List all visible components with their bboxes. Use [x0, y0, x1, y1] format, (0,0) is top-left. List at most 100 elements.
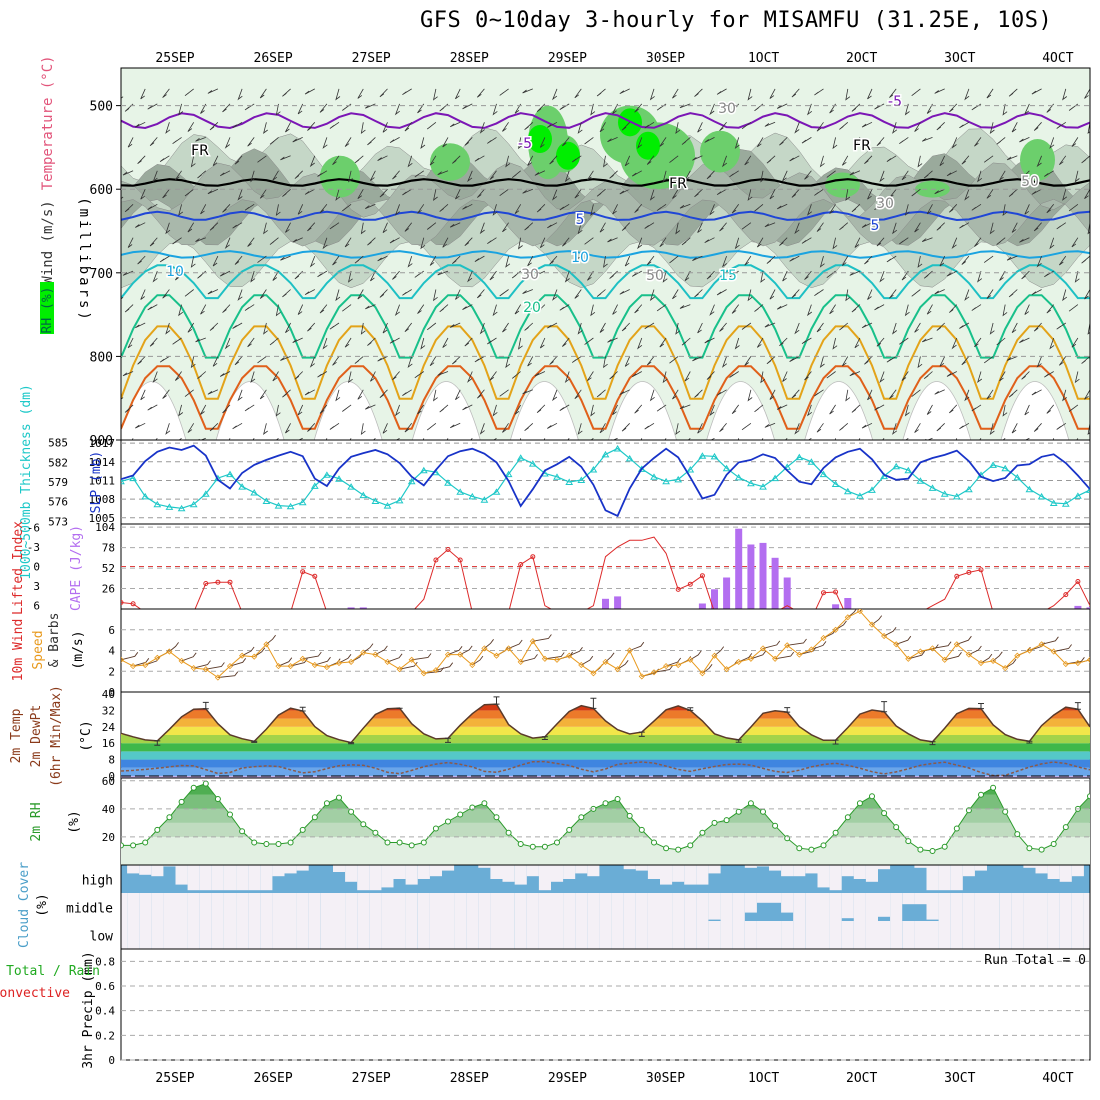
slp-line	[121, 444, 1090, 518]
cloud-clear-cell	[1059, 893, 1072, 921]
upper-wind-barb	[282, 389, 291, 398]
upper-wind-barb	[263, 122, 268, 134]
cloud-clear-cell	[345, 865, 358, 882]
upper-wind-barb	[961, 356, 970, 366]
cloud-clear-cell	[139, 921, 152, 949]
upper-wind-barb	[971, 304, 982, 311]
wind-barb	[266, 634, 276, 645]
upper-wind-barb	[527, 356, 534, 367]
wind-barb	[411, 653, 432, 661]
upper-wind-barb	[864, 255, 873, 265]
cloud-clear-cell	[902, 893, 915, 905]
upper-wind-barb	[590, 404, 596, 417]
upper-wind-barb	[121, 222, 122, 224]
cloud-clear-cell	[1083, 921, 1090, 949]
upper-wind-barb	[637, 337, 643, 350]
upper-wind-barb	[829, 304, 836, 315]
wind-barb	[1089, 659, 1090, 660]
upper-wind-barb	[619, 88, 630, 95]
slp-tick-label: 1008	[89, 493, 116, 506]
wind-barb	[241, 646, 255, 657]
upper-wind-barb	[936, 423, 945, 432]
cloud-clear-cell	[732, 893, 745, 921]
wind-speed-point	[699, 670, 706, 677]
upper-wind-barb	[986, 88, 994, 99]
upper-wind-barb	[1081, 155, 1090, 164]
thickness-point	[298, 498, 307, 506]
cloud-clear-cell	[551, 865, 564, 882]
upper-wind-barb	[121, 256, 122, 257]
upper-wind-barb	[263, 423, 268, 435]
cloud-clear-cell	[938, 865, 951, 891]
upper-wind-barb	[590, 204, 596, 216]
upper-wind-barb	[379, 188, 388, 198]
cloud-level-label: high	[82, 873, 113, 888]
upper-wind-barb	[492, 103, 498, 116]
upper-wind-barb	[769, 189, 776, 200]
upper-wind-barb	[619, 389, 630, 395]
upper-wind-barb	[1024, 204, 1030, 215]
rh2m-point	[154, 826, 161, 833]
wind-speed-point	[130, 663, 137, 670]
upper-wind-barb	[934, 188, 945, 195]
cape-bar	[747, 544, 755, 609]
upper-wind-barb	[121, 289, 124, 300]
upper-wind-barb	[672, 88, 679, 99]
thickness-point	[989, 461, 997, 468]
upper-wind-barb	[455, 88, 461, 100]
thickness-tick-label: 576	[48, 496, 68, 509]
cloud-clear-cell	[696, 865, 709, 885]
cloud-clear-cell	[962, 893, 975, 921]
upper-wind-barb	[961, 155, 970, 165]
upper-wind-barb	[354, 356, 364, 364]
isotherm-25	[121, 325, 1090, 400]
temp-minmax-bar	[1026, 740, 1033, 744]
upper-wind-barb	[904, 404, 910, 417]
upper-wind-barb	[789, 155, 800, 162]
upper-wind-barb	[867, 189, 873, 200]
wind-barb	[847, 609, 857, 618]
cloud-clear-cell	[429, 865, 442, 877]
upper-wind-barb	[729, 371, 739, 378]
upper-wind-barb	[819, 356, 825, 369]
upper-wind-barb	[292, 237, 303, 243]
rh2m-point	[711, 819, 718, 826]
upper-wind-barb	[656, 304, 667, 312]
rh2m-point	[929, 848, 936, 854]
wind-speed-point	[1050, 648, 1057, 655]
upper-wind-barb	[1062, 189, 1068, 201]
upper-wind-barb	[439, 203, 449, 212]
upper-wind-barb	[612, 103, 618, 115]
upper-wind-barb	[716, 289, 727, 296]
rh2m-point	[505, 829, 512, 836]
upper-wind-barb	[719, 122, 727, 132]
cloud-clear-cell	[660, 893, 673, 921]
upper-wind-barb	[776, 404, 788, 410]
thickness-point	[819, 470, 828, 478]
upper-wind-barb	[766, 155, 776, 164]
cloud-clear-cell	[744, 893, 757, 913]
precip-total-label: Total / Rain	[6, 964, 100, 979]
upper-wind-barb	[382, 122, 388, 133]
cloud-clear-cell	[756, 893, 769, 903]
rh2m-point	[735, 808, 742, 815]
cloud-clear-cell	[490, 865, 503, 879]
cloud-clear-cell	[575, 893, 588, 921]
lifted-index-point	[687, 581, 693, 587]
thickness-point	[516, 454, 525, 461]
rh2m-point	[445, 818, 451, 825]
upper-wind-barb	[851, 204, 861, 213]
upper-wind-barb	[769, 88, 776, 99]
rh2m-point	[517, 841, 524, 847]
upper-wind-barb	[791, 188, 800, 198]
isotherm-label: 30	[876, 196, 894, 212]
cloud-clear-cell	[563, 921, 576, 949]
upper-wind-barb	[539, 237, 546, 249]
upper-wind-barb	[936, 122, 945, 131]
upper-wind-barb	[162, 188, 170, 199]
temp-minmax-bar	[881, 701, 888, 713]
x-tick-label-top: 1OCT	[748, 51, 779, 66]
x-tick-label-bottom: 2OCT	[846, 1071, 877, 1086]
precip-ylabel: 3hr Precip (mm)	[81, 951, 96, 1068]
lifted-index-point	[312, 573, 318, 579]
